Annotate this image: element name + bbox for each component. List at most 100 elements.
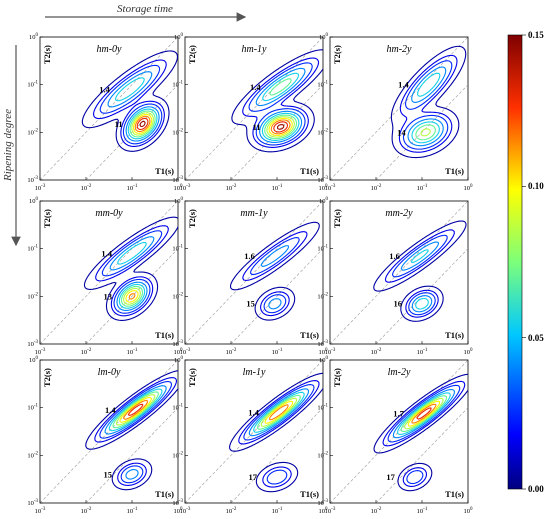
peak-ratio-label: 15 [246,299,255,309]
x-tick-label: 100 [174,507,184,515]
peak-ratio-label: 15 [104,469,113,479]
contour-line [83,216,178,321]
diagonal-line [85,248,178,344]
y-axis-label: T2(s) [42,45,52,64]
x-tick-label: 10-1 [417,184,428,192]
diagonal-line [85,407,178,503]
y-tick-label: 10-3 [172,340,183,348]
contour-line [256,394,301,430]
ripening-degree-arrow: Ripening degree [2,45,21,247]
y-axis-label: T2(s) [187,209,197,228]
contour-line [132,114,153,134]
y-tick-label: 100 [29,197,39,205]
panel-title: mm-2y [385,208,413,219]
peak-ratio-label: 1.4 [398,80,409,90]
y-tick-label: 10-2 [27,292,38,300]
x-tick-label: 100 [174,348,184,356]
contour-line [384,229,455,318]
diagonal-line [85,84,178,180]
peak-ratio-label: 1.7 [393,409,404,419]
panel-frame [329,200,469,345]
diagonal-line [185,201,323,344]
contour-set [229,221,320,321]
y-tick-label: 10-3 [172,176,183,184]
panel-lm-0y: 10-3 10-2 10-1 10010-310-210-1100lm-0yT2(s)… [27,356,183,515]
panel-mm-1y: 10-3 10-2 10-1 10010-310-210-1100mm-1yT2(s)… [172,197,328,356]
contour-set [373,220,467,322]
y-tick-label: 10-3 [317,176,328,184]
x-tick-label: 10-1 [417,348,428,356]
contour-line [264,400,294,424]
contour-line [131,112,154,136]
y-tick-label: 10-1 [317,404,328,412]
contour-line [243,384,315,485]
contour-line [373,373,468,492]
x-axis-label: T1(s) [155,489,174,499]
y-tick-label: 10-2 [172,128,183,136]
y-tick-label: 10-1 [172,404,183,412]
peak-ratio-label: 1.4 [99,84,110,94]
contour-line [109,236,155,311]
y-axis-label: T2(s) [187,368,197,387]
contour-line [85,370,178,491]
y-tick-label: 100 [319,33,329,41]
peak-ratio-label: 1.4 [250,82,261,92]
colorbar-tick-label: 0.05 [528,333,544,343]
contour-line [404,397,444,430]
x-tick-label: 100 [464,507,474,515]
x-tick-label: 10-3 [325,348,336,356]
panel-mm-0y: 10-3 10-2 10-1 10010-310-210-1100mm-0yT2(s)… [27,197,183,356]
contour-line [261,72,300,141]
y-tick-label: 10-3 [27,176,38,184]
y-axis-label: T2(s) [187,45,197,64]
panel-frame [39,200,179,345]
diagonal-line [230,407,323,503]
x-tick-label: 10-3 [325,184,336,192]
x-tick-label: 10-2 [371,184,382,192]
panel-hm-1y: 10-3 10-2 10-1 10010-310-210-1100hm-1yT2(s)… [172,33,328,192]
diagonal-line [330,201,468,344]
peak-ratio-label: 11 [253,122,261,132]
contour-line [112,391,159,429]
contour-line [416,407,432,420]
peak-ratio-label: 16 [394,299,403,309]
contour-line [266,116,295,138]
x-tick-label: 10-2 [81,507,92,515]
x-axis-label: T1(s) [445,166,464,176]
contour-line [123,399,149,420]
contour-line [127,403,144,416]
peak-ratio-label: 1.4 [105,405,116,415]
x-axis-label: T1(s) [445,330,464,340]
peak-ratio-label: 13 [104,291,113,301]
x-axis-label: T1(s) [155,330,174,340]
x-tick-label: 10-1 [272,507,283,515]
x-axis-label: T1(s) [300,166,319,176]
panel-mm-2y: 10-3 10-2 10-1 10010-310-210-1100mm-2yT2(s)… [317,197,473,356]
x-tick-label: 10-1 [272,184,283,192]
peak-ratio-label: 17 [386,472,395,482]
y-tick-label: 10-3 [172,499,183,507]
y-tick-label: 10-2 [317,451,328,459]
y-tick-label: 10-2 [27,128,38,136]
y-axis-label: T2(s) [332,368,342,387]
contour-line [93,59,167,147]
x-axis-label: T1(s) [300,330,319,340]
diagonal-line [330,360,468,503]
contour-line [407,66,447,147]
x-axis-label: T1(s) [300,489,319,499]
contour-line [242,231,308,317]
x-tick-label: 10-2 [226,184,237,192]
panel-frame [329,36,469,181]
x-tick-label: 10-2 [371,348,382,356]
y-tick-label: 100 [174,197,184,205]
panel-title: mm-0y [95,208,123,219]
contour-set [390,45,467,159]
y-tick-label: 10-3 [27,499,38,507]
x-tick-label: 10-2 [371,507,382,515]
y-tick-label: 100 [29,33,39,41]
contour-line [255,67,306,143]
x-tick-label: 10-3 [180,507,191,515]
y-tick-label: 10-1 [27,245,38,253]
panel-title: mm-1y [240,208,268,219]
y-tick-label: 100 [174,356,184,364]
